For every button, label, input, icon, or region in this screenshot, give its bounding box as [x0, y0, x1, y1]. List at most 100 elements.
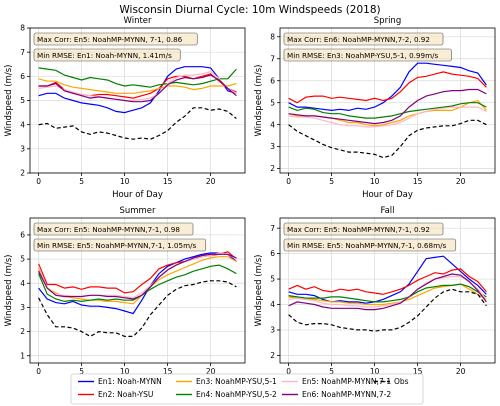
x-tick-label: 5	[79, 367, 84, 376]
y-tick-label: 6	[20, 231, 25, 240]
annotation-box	[283, 238, 457, 252]
series-line-en3	[38, 78, 237, 94]
x-tick-label: 5	[329, 367, 334, 376]
series-line-en5	[288, 106, 487, 128]
annotation-text: Max Corr: En5: NoahMP-MYNN,7-1, 0.98	[37, 225, 180, 234]
panel-title: Winter	[123, 16, 152, 26]
legend-label: En5: NoahMP-MYNN,7-1	[302, 377, 391, 386]
series-line-en6	[38, 74, 237, 103]
annotation-box	[283, 32, 444, 46]
annotation-text: Max Corr: En6: NoahMP-MYNN,7-2, 0.92	[287, 35, 430, 44]
panel-winter: 0 5 10 15 20 2 3 4 5 6 7 8 Max Corr: En5: NoahMP-MYN…	[4, 16, 246, 200]
y-tick-label: 5	[20, 96, 25, 105]
legend-label: En3: NoahMP-YSU,5-1	[196, 377, 277, 386]
x-tick-label: 0	[286, 367, 291, 376]
series-line-en2	[288, 268, 487, 295]
figure-title: Wisconsin Diurnal Cycle: 10m Windspeeds …	[119, 4, 380, 16]
legend-label: Obs	[394, 377, 409, 386]
legend-label: En2: Noah-YSU	[98, 390, 153, 399]
series-line-en6	[288, 88, 487, 125]
series-line-en4	[288, 283, 487, 303]
x-tick-label: 0	[286, 177, 291, 186]
series-line-obs	[288, 288, 487, 332]
y-tick-label: 3	[20, 303, 25, 312]
series-line-en2	[288, 71, 487, 104]
y-tick-label: 4	[20, 120, 25, 129]
panel-title: Summer	[119, 206, 156, 216]
series-line-en5	[38, 70, 237, 102]
y-tick-label: 2	[270, 351, 275, 360]
x-tick-label: 15	[163, 177, 173, 186]
y-tick-label: 1	[20, 351, 25, 360]
y-tick-label: 2	[270, 164, 275, 173]
annotation-text: Min RMSE: En3: NoahMP-YSU,5-1, 0.99m/s	[287, 51, 439, 60]
series-line-en1	[38, 66, 237, 114]
x-tick-label: 15	[413, 367, 423, 376]
x-tick-label: 0	[36, 367, 41, 376]
annotation-text: Max Corr: En5: NoahMP-MYNN, 7-1, 0.86	[37, 35, 183, 44]
annotation-box	[283, 222, 444, 236]
series-line-en6	[38, 253, 237, 300]
axes-frame	[29, 27, 246, 174]
y-axis-label: Windspeed (m/s)	[4, 255, 14, 327]
y-tick-label: 4	[270, 120, 275, 129]
y-tick-label: 6	[270, 249, 275, 258]
annotation-text: Min RMSE: En5: NoahMP-MYNN,7-1, 0.68m/s	[287, 241, 446, 250]
annotation-box	[33, 32, 198, 46]
y-tick-label: 3	[20, 144, 25, 153]
annotation-text: Min RMSE: En1: Noah-MYNN, 1.41m/s	[37, 51, 172, 60]
panel-spring: 0 5 10 15 20 2 3 4 5 6 7 8 Max Corr: En6: NoahMP-MYN…	[254, 16, 496, 200]
y-axis-label: Windspeed (m/s)	[4, 65, 14, 137]
y-tick-label: 5	[270, 275, 275, 284]
legend-label: En4: NoahMP-YSU,5-2	[196, 390, 277, 399]
y-axis-label: Windspeed (m/s)	[254, 65, 264, 137]
x-tick-label: 10	[370, 177, 380, 186]
y-tick-label: 6	[20, 72, 25, 81]
axes-frame	[279, 27, 496, 174]
series-line-en1	[288, 255, 487, 304]
y-tick-label: 3	[270, 142, 275, 151]
annotation-box	[33, 48, 181, 62]
panel-fall: 0 5 10 15 20 2 3 4 5 6 7 Max Corr: En5: NoahMP-MYNN…	[254, 206, 496, 390]
annotation-text: Max Corr: En5: NoahMP-MYNN,7-1, 0.92	[287, 225, 430, 234]
x-tick-label: 5	[329, 177, 334, 186]
y-tick-label: 4	[270, 300, 275, 309]
annotation-box	[283, 48, 452, 62]
y-tick-label: 8	[270, 32, 275, 41]
annotation-box	[33, 222, 194, 236]
series-line-en3	[38, 256, 237, 305]
y-tick-label: 7	[270, 54, 275, 63]
y-tick-label: 2	[20, 169, 25, 178]
x-tick-label: 15	[413, 177, 423, 186]
panel-title: Fall	[380, 206, 394, 216]
y-tick-label: 6	[270, 76, 275, 85]
legend-label: En1: Noah-MYNN	[98, 377, 162, 386]
y-tick-label: 7	[270, 224, 275, 233]
x-tick-label: 20	[456, 367, 466, 376]
y-axis-label: Windspeed (m/s)	[254, 255, 264, 327]
annotation-text: Min RMSE: En5: NoahMP-MYNN,7-1, 1.05m/s	[37, 241, 196, 250]
y-tick-label: 5	[20, 255, 25, 264]
x-tick-label: 20	[206, 367, 216, 376]
series-line-obs	[38, 107, 237, 140]
series-line-en4	[38, 67, 237, 88]
legend-box	[70, 373, 424, 405]
y-tick-label: 2	[20, 327, 25, 336]
x-tick-label: 20	[206, 177, 216, 186]
x-tick-label: 10	[120, 367, 130, 376]
x-axis-label: Hour of Day	[112, 190, 163, 200]
x-tick-label: 20	[456, 177, 466, 186]
panel-summer: 0 5 10 15 20 1 2 3 4 5 6 Max Corr: En5: NoahMP-MYNN…	[4, 206, 246, 390]
series-line-en4	[288, 102, 487, 119]
series-line-obs	[38, 280, 237, 338]
series-line-en1	[38, 252, 237, 315]
panel-title: Spring	[374, 16, 401, 26]
axes-frame	[279, 217, 496, 364]
x-tick-label: 5	[79, 177, 84, 186]
x-tick-label: 10	[370, 367, 380, 376]
y-tick-label: 8	[20, 24, 25, 33]
x-tick-label: 0	[36, 177, 41, 186]
x-axis-label: Hour of Day	[362, 190, 413, 200]
